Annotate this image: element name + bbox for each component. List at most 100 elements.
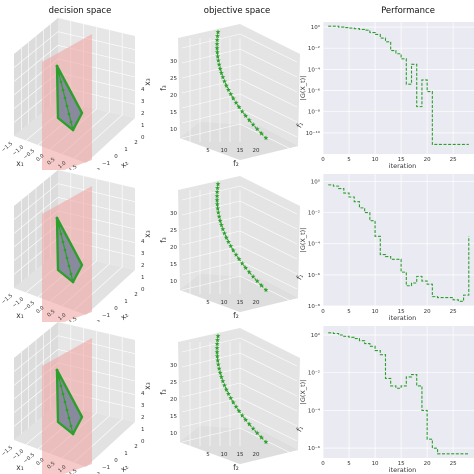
pareto-point	[215, 57, 221, 63]
pareto-point	[216, 366, 222, 371]
y-tick-label: 10⁻²	[308, 370, 320, 377]
x-tick-label: 20	[253, 148, 260, 154]
grid-line	[181, 200, 241, 216]
pareto-point	[218, 222, 224, 228]
grid-line	[181, 382, 241, 398]
plot-area	[323, 326, 474, 458]
y-tick-label: 2	[134, 444, 138, 450]
pareto-point	[215, 33, 220, 39]
pareto-point	[239, 108, 245, 114]
z-tick-label: 0	[141, 439, 145, 445]
simplex-point	[63, 96, 67, 100]
objective-space-plot: 10 15 20 25 30 f₃ 5 10 15 20 f₂ f₁	[159, 176, 305, 320]
pareto-point	[223, 235, 229, 240]
pareto-point	[215, 185, 220, 191]
simplex-point	[65, 408, 69, 412]
z-tick-label: 25	[170, 228, 177, 234]
x-tick-label: 0.0	[35, 457, 45, 467]
simplex-point	[57, 72, 61, 76]
z-axis-label: f₃	[159, 389, 168, 395]
grid-line	[239, 78, 298, 108]
pareto-point	[220, 226, 226, 232]
simplex-point	[61, 240, 65, 244]
pareto-point	[228, 91, 234, 97]
y-tick-label: 1	[124, 299, 128, 305]
pareto-point	[215, 205, 221, 211]
z-tick-label: 20	[170, 397, 177, 403]
x-tick-label: 0.5	[46, 309, 56, 319]
grid-line	[181, 275, 241, 291]
y-tick-label: −1	[102, 465, 110, 471]
x-tick-label: 5	[347, 461, 351, 467]
x-tick-label: 15	[398, 309, 405, 315]
x-axis-label: iteration	[389, 162, 416, 170]
grid-line	[239, 352, 298, 382]
z-tick-label: 1	[141, 427, 145, 433]
pareto-point	[215, 357, 221, 363]
pareto-point	[223, 387, 229, 392]
grid-line	[181, 260, 241, 276]
y-tick-label: 10⁻⁸	[308, 303, 321, 310]
pareto-point	[218, 374, 224, 380]
pareto-point	[215, 181, 221, 187]
pareto-point	[233, 404, 239, 409]
grid-line	[239, 367, 298, 397]
y-tick-label: 10⁻²	[308, 210, 320, 217]
x-tick-label: 0.5	[46, 461, 56, 471]
x-tick-label: 0	[321, 157, 325, 163]
x-tick-label: 1.0	[57, 312, 67, 322]
pareto-point	[215, 29, 221, 35]
z-tick-label: 30	[170, 211, 177, 217]
pareto-point	[243, 265, 249, 270]
x-tick-label: 10	[221, 452, 228, 458]
grid-line	[181, 123, 241, 139]
simplex-point	[67, 416, 71, 420]
grid-line	[239, 123, 298, 153]
z-axis-label: f₃	[159, 237, 168, 243]
grid-line	[13, 197, 136, 234]
y-tick-label: 10⁻⁸	[308, 109, 321, 116]
grid-line	[239, 33, 298, 63]
x-tick-label: 20	[424, 157, 431, 163]
y-tick-label: −1	[102, 313, 110, 319]
grid-line	[239, 337, 298, 367]
pareto-point	[263, 287, 269, 293]
pareto-point	[214, 349, 220, 355]
z-tick-label: 4	[141, 239, 145, 245]
grid-line	[181, 367, 241, 383]
simplex-point	[61, 88, 65, 92]
objective-space-plot: 10 15 20 25 30 f₃ 5 10 15 20 f₂ f₁	[159, 328, 305, 472]
simplex-point	[59, 232, 63, 236]
simplex-point	[67, 112, 71, 116]
x-tick-label: 0.0	[35, 153, 45, 163]
x-tick-label: 15	[398, 461, 405, 467]
x-axis-label: iteration	[389, 314, 416, 322]
grid-line	[181, 427, 241, 443]
pareto-point	[217, 370, 223, 375]
x-tick-label: 25	[450, 461, 457, 467]
x-axis-label: x₁	[16, 463, 23, 472]
y-tick-label: 1	[124, 147, 128, 153]
grid-line	[181, 185, 241, 201]
pareto-point	[250, 426, 256, 431]
y-tick-label: 2	[134, 140, 138, 146]
z-tick-label: 3	[141, 403, 145, 409]
pareto-point	[217, 66, 223, 71]
simplex-point	[69, 424, 73, 428]
simplex-point	[61, 392, 65, 396]
z-tick-label: 30	[170, 363, 177, 369]
x-tick-label: 10	[372, 157, 379, 163]
pareto-point	[214, 201, 220, 207]
z-tick-label: 15	[170, 110, 177, 116]
grid-line	[181, 352, 241, 368]
grid-line	[239, 260, 298, 290]
grid-line	[181, 397, 241, 413]
simplex-point	[55, 216, 59, 220]
x-tick-label: 15	[398, 157, 405, 163]
z-tick-label: 1	[141, 123, 145, 129]
y-axis-label: |G(X_t)|	[299, 380, 307, 405]
y-axis-label: f₁	[295, 120, 306, 129]
grid-line	[181, 33, 241, 49]
x-axis-label: f₂	[233, 159, 239, 168]
